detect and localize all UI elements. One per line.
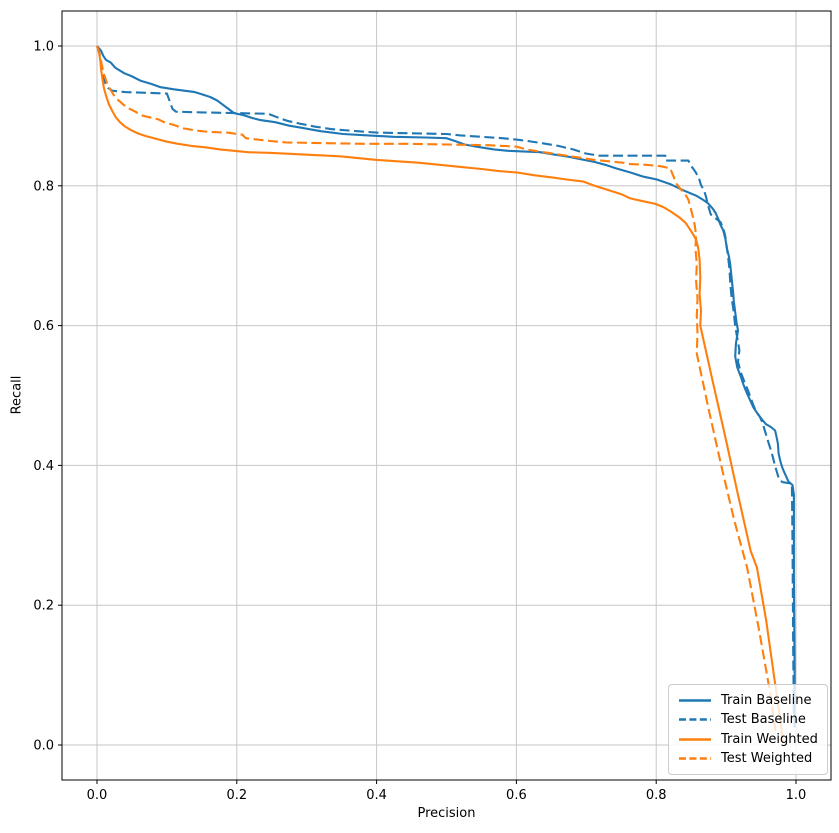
x-tick-label: 0.6 xyxy=(506,788,527,803)
legend-label: Test Weighted xyxy=(721,751,813,767)
y-axis-label: Recall xyxy=(9,375,25,415)
tick-marks xyxy=(58,45,797,784)
legend-label: Train Baseline xyxy=(721,692,812,708)
legend-item-test-baseline: Test Baseline xyxy=(678,712,818,727)
series-test-baseline xyxy=(96,45,795,721)
legend-item-train-baseline: Train Baseline xyxy=(678,693,818,708)
x-axis-label: Precision xyxy=(417,806,476,821)
gridlines xyxy=(62,11,831,780)
y-tick-label: 0.6 xyxy=(33,319,54,334)
y-tick-label: 0.0 xyxy=(33,739,54,754)
y-tick-label: 0.4 xyxy=(33,459,54,474)
y-tick-label: 0.8 xyxy=(33,179,54,194)
x-tick-label: 1.0 xyxy=(786,788,807,803)
x-tick-label: 0.8 xyxy=(646,788,667,803)
series-test-weighted xyxy=(96,45,777,733)
plot-border xyxy=(61,10,832,781)
legend-line-sample xyxy=(679,718,711,721)
x-tick-label: 0.4 xyxy=(366,788,387,803)
legend-label: Test Baseline xyxy=(721,712,806,728)
legend-line-sample xyxy=(679,738,711,741)
series-train-baseline xyxy=(96,45,796,728)
legend-item-train-weighted: Train Weighted xyxy=(678,732,818,747)
series-train-weighted xyxy=(95,45,784,742)
legend: Train Baseline Test Baseline Train Weighte… xyxy=(668,684,828,775)
legend-line-sample xyxy=(679,757,711,761)
legend-line-sample xyxy=(679,698,711,702)
tick-labels: 0.0 0.2 0.4 0.6 0.8 1.0 0.0 0.2 0.4 0.6 0.8 1.0 xyxy=(33,40,806,804)
y-tick-label: 0.2 xyxy=(33,599,54,614)
x-tick-label: 0.2 xyxy=(226,788,247,803)
x-tick-label: 0.0 xyxy=(87,788,108,803)
y-tick-label: 1.0 xyxy=(33,40,54,55)
legend-item-test-weighted: Test Weighted xyxy=(678,751,818,766)
legend-label: Train Weighted xyxy=(721,731,818,747)
